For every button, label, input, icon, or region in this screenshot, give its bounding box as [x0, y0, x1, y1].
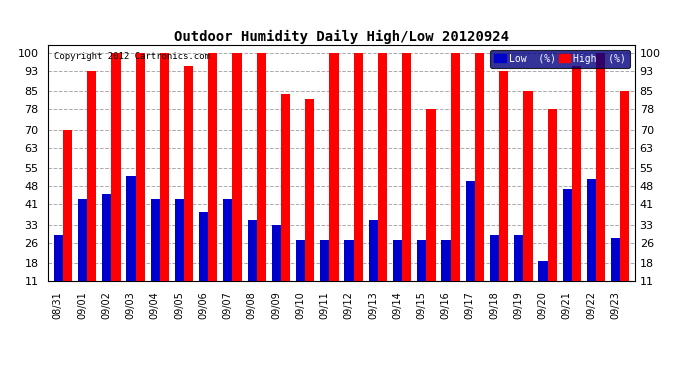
Bar: [87, 70, 97, 281]
Bar: [620, 91, 629, 281]
Bar: [548, 109, 557, 281]
Bar: [402, 53, 411, 281]
Bar: [296, 240, 305, 281]
Bar: [490, 235, 499, 281]
Bar: [417, 240, 426, 281]
Bar: [451, 53, 460, 281]
Legend: Low  (%), High  (%): Low (%), High (%): [490, 50, 630, 68]
Bar: [562, 189, 572, 281]
Title: Outdoor Humidity Daily High/Low 20120924: Outdoor Humidity Daily High/Low 20120924: [174, 30, 509, 44]
Bar: [233, 53, 241, 281]
Bar: [393, 240, 402, 281]
Bar: [596, 53, 605, 281]
Bar: [126, 176, 135, 281]
Text: Copyright 2012 Cartronics.com: Copyright 2012 Cartronics.com: [55, 52, 210, 61]
Bar: [208, 53, 217, 281]
Bar: [368, 220, 378, 281]
Bar: [499, 70, 509, 281]
Bar: [160, 53, 169, 281]
Bar: [175, 199, 184, 281]
Bar: [102, 194, 111, 281]
Bar: [572, 66, 581, 281]
Bar: [466, 181, 475, 281]
Bar: [135, 53, 145, 281]
Bar: [150, 199, 160, 281]
Bar: [54, 235, 63, 281]
Bar: [281, 94, 290, 281]
Bar: [475, 53, 484, 281]
Bar: [538, 261, 548, 281]
Bar: [320, 240, 329, 281]
Bar: [257, 53, 266, 281]
Bar: [514, 235, 523, 281]
Bar: [272, 225, 281, 281]
Bar: [184, 66, 193, 281]
Bar: [248, 220, 257, 281]
Bar: [344, 240, 354, 281]
Bar: [199, 212, 208, 281]
Bar: [224, 199, 233, 281]
Bar: [78, 199, 87, 281]
Bar: [305, 99, 315, 281]
Bar: [63, 130, 72, 281]
Bar: [523, 91, 533, 281]
Bar: [611, 238, 620, 281]
Bar: [329, 53, 339, 281]
Bar: [354, 53, 363, 281]
Bar: [586, 178, 596, 281]
Bar: [378, 53, 387, 281]
Bar: [426, 109, 435, 281]
Bar: [111, 53, 121, 281]
Bar: [442, 240, 451, 281]
